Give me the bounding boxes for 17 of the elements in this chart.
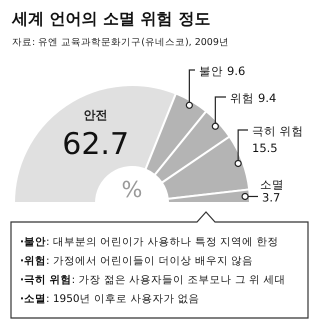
data-label: 62.7: [62, 127, 130, 162]
data-label: 9.6: [227, 64, 246, 78]
chart-title: 세계 언어의 소멸 위험 정도: [11, 9, 210, 28]
chart-subtitle: 자료: 유엔 교육과학문화기구(유네스코), 2009년: [12, 37, 229, 48]
text: ·극히 위험: 가장 젊은 사용자들이 조부모나 그 위 세대: [20, 274, 286, 286]
text: ·불안: 대부분의 어린이가 사용하나 특정 지역에 한정: [20, 236, 279, 248]
slice-label: 안전: [84, 108, 108, 122]
text: %: [122, 178, 142, 203]
slice-label: 불안: [199, 64, 223, 78]
slice-label: 극히 위험: [252, 124, 304, 138]
data-label: 9.4: [258, 91, 276, 105]
slice-label: 소멸: [260, 177, 284, 192]
text: ·소멸: 1950년 이후로 사용자가 없음: [20, 293, 200, 305]
text: ·위험: 가정에서 어린이들이 더이상 배우지 않음: [20, 255, 254, 267]
data-label: 3.7: [262, 190, 280, 204]
data-label: 15.5: [252, 141, 278, 155]
slice-label: 위험: [230, 91, 254, 105]
